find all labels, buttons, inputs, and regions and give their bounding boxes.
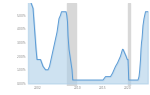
Bar — [67, 3, 75, 86]
Bar — [128, 3, 130, 86]
